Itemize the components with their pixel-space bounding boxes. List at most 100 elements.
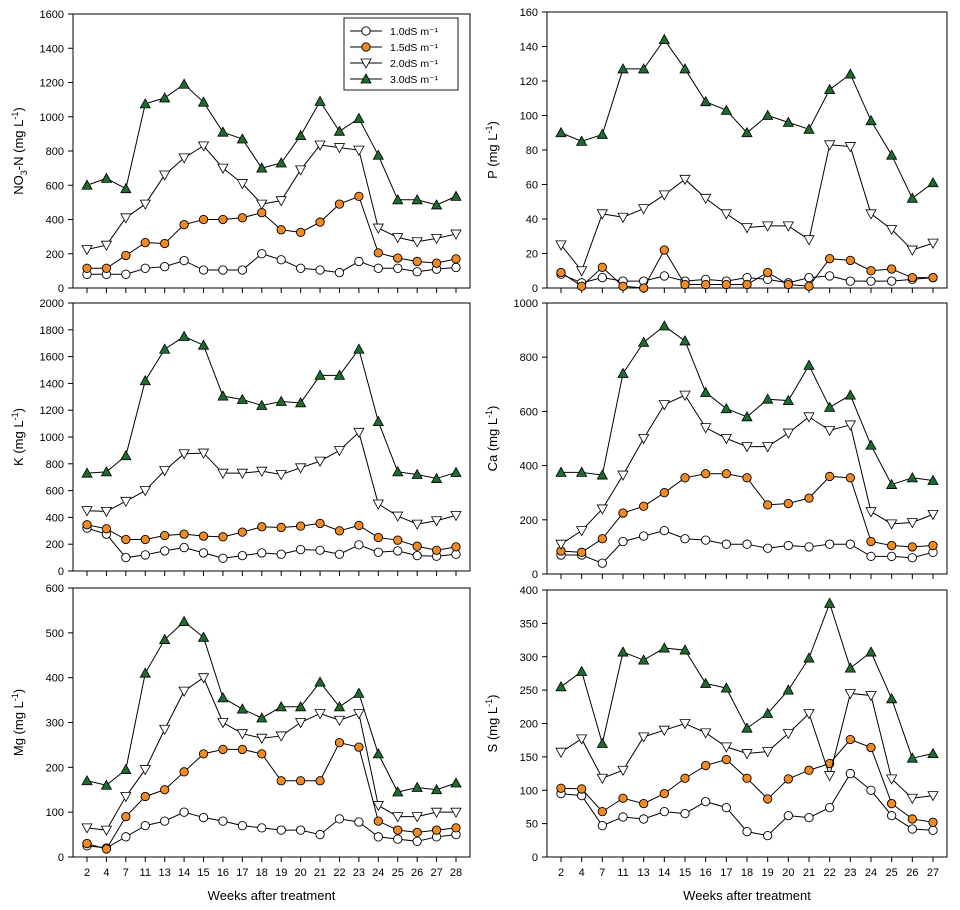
y-tick-label: 400 [520, 585, 538, 597]
x-tick-label: 21 [314, 867, 326, 879]
data-point [803, 709, 815, 720]
data-point [295, 263, 306, 273]
data-point [658, 400, 671, 411]
data-point [412, 550, 422, 561]
y-axis-label-part: ) [11, 689, 26, 693]
data-point [81, 823, 93, 834]
y-tick-label: 40 [526, 214, 538, 226]
data-point [197, 141, 210, 152]
data-point [159, 633, 171, 644]
data-point [198, 812, 209, 823]
data-point [659, 488, 669, 498]
series-1 [556, 525, 938, 568]
data-point [721, 754, 731, 765]
data-point [823, 83, 836, 95]
data-point [160, 238, 170, 249]
x-tick-label: 24 [372, 867, 384, 879]
data-point [679, 719, 691, 730]
x-tick-label: 4 [103, 867, 109, 879]
data-point [178, 615, 190, 627]
data-point [140, 534, 150, 545]
x-axis-label: Weeks after treatment [683, 888, 811, 903]
data-point [276, 825, 286, 835]
y-tick-label: 150 [520, 752, 538, 764]
data-point [121, 250, 131, 261]
panel-4: 0 200 400 600 800 1000 Ca (mg L-1) [484, 298, 948, 581]
y-tick-label: 200 [520, 719, 538, 731]
data-point [314, 709, 326, 720]
data-point [218, 553, 228, 563]
data-point [844, 142, 857, 153]
y-tick-label: 0 [532, 569, 538, 581]
data-point [354, 191, 364, 202]
data-point [679, 335, 691, 346]
y-tick-label: 160 [520, 7, 538, 19]
data-point [679, 174, 691, 186]
data-point [314, 369, 326, 380]
series-3 [81, 427, 462, 530]
data-point [120, 213, 132, 224]
data-point [720, 402, 733, 414]
series-2 [82, 738, 461, 854]
data-point [803, 123, 815, 134]
y-tick-label: 1600 [40, 9, 64, 21]
data-point [885, 519, 898, 530]
data-point [179, 542, 189, 553]
data-point [596, 469, 609, 480]
data-point [658, 642, 671, 653]
data-point [659, 525, 669, 536]
data-point [637, 654, 650, 665]
y-tick-label: 140 [520, 42, 538, 54]
data-point [865, 114, 877, 126]
data-point [823, 597, 836, 608]
data-point [782, 428, 795, 439]
y-tick-label: 1000 [40, 112, 64, 124]
data-point [333, 369, 346, 380]
data-point [804, 812, 814, 823]
y-tick-label: 0 [532, 852, 538, 864]
data-point [411, 781, 423, 792]
series-1 [82, 523, 461, 563]
data-point [783, 498, 793, 509]
data-point [315, 217, 325, 227]
data-point [179, 529, 189, 539]
data-point [139, 765, 151, 776]
data-point [555, 126, 567, 138]
data-point [885, 478, 898, 489]
plot-frame [546, 11, 948, 289]
y-tick-label: 600 [46, 486, 64, 498]
data-point [885, 224, 898, 236]
data-point [927, 238, 939, 249]
data-point [236, 729, 249, 740]
x-tick-label: 13 [638, 867, 650, 879]
data-point [803, 652, 815, 663]
data-point [334, 549, 345, 559]
data-point [844, 420, 857, 431]
data-point [597, 262, 607, 272]
data-point [411, 812, 423, 823]
data-point [596, 504, 609, 515]
data-point [430, 472, 443, 483]
y-tick-label: 80 [526, 145, 538, 157]
data-point [763, 543, 773, 553]
data-point [256, 712, 268, 723]
data-point [720, 209, 733, 220]
data-point [237, 213, 248, 223]
data-point [577, 547, 587, 557]
y-tick-label: 300 [46, 718, 64, 730]
data-point [160, 546, 170, 556]
legend-marker [360, 73, 372, 84]
data-point [160, 816, 170, 826]
y-axis-label-part: 3 [19, 170, 29, 175]
data-point [256, 466, 268, 477]
data-point [701, 535, 711, 545]
data-point [865, 691, 877, 702]
data-point [782, 221, 795, 232]
data-point [82, 263, 92, 273]
data-point [217, 163, 229, 174]
series-1 [556, 768, 938, 841]
data-point [927, 509, 939, 521]
x-tick-label: 27 [927, 867, 939, 879]
series-2 [82, 518, 461, 555]
data-point [198, 548, 209, 558]
